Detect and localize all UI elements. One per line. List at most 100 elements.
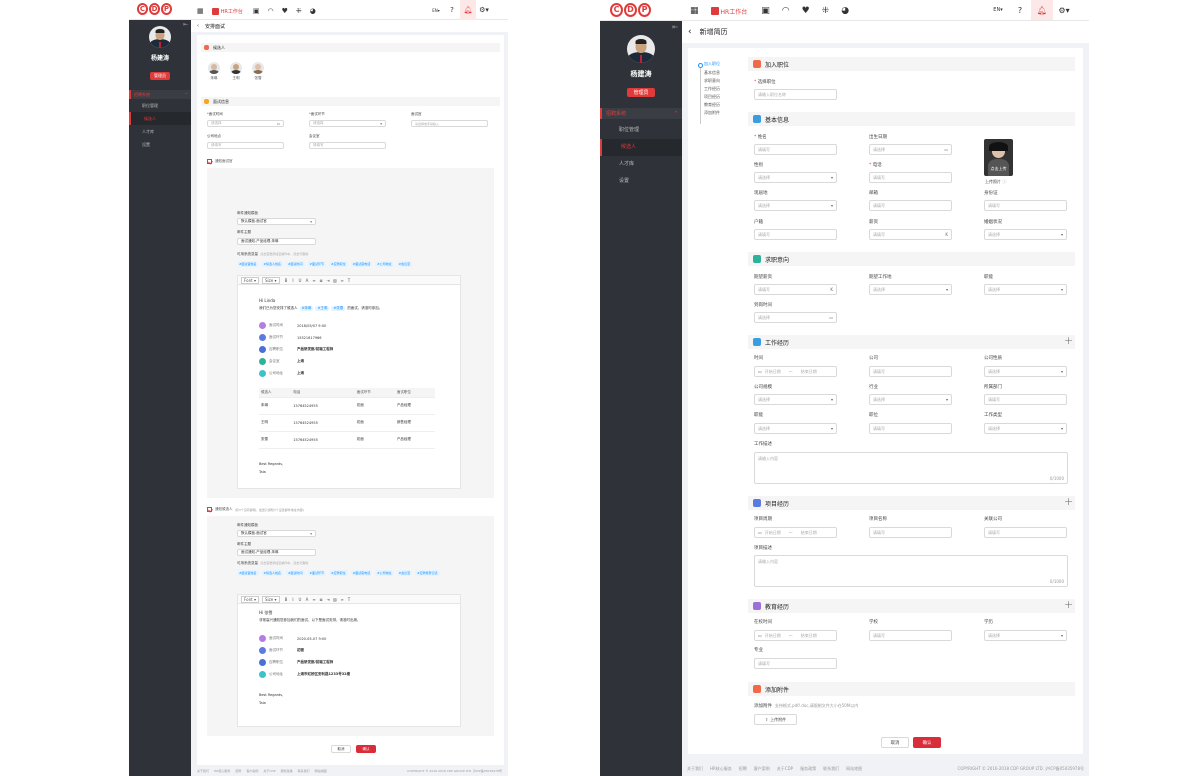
expected-city-select[interactable]: 请选择 ▾ <box>869 284 952 295</box>
align-icon[interactable]: ≣ <box>319 596 323 602</box>
hr-workbench-tab[interactable]: HR工作台 <box>710 7 747 16</box>
var-tag[interactable]: #面试官姓名 <box>237 261 259 267</box>
var-tag[interactable]: #面试环节 <box>307 570 327 576</box>
anchor-work-exp[interactable]: 工作经历 <box>704 86 720 91</box>
school-input[interactable]: 请填写 <box>869 630 952 641</box>
footer-link[interactable]: 招聘 <box>738 766 747 771</box>
company-location-input[interactable]: 请填写 <box>207 142 284 149</box>
size-select[interactable]: Size ▾ <box>262 595 280 603</box>
hukou-input[interactable]: 请填写 <box>754 229 837 240</box>
var-tag[interactable]: #应聘职位 <box>329 261 348 267</box>
industry-select[interactable]: 请选择 ▾ <box>869 394 952 405</box>
apps-icon[interactable]: ⁜ <box>821 6 830 16</box>
candidate-zhulin[interactable]: 朱琳 <box>207 62 221 81</box>
wifi-icon[interactable]: ◠ <box>267 7 274 15</box>
var-tag[interactable]: #公司地址 <box>375 261 394 267</box>
project-date-range[interactable]: ▭ 开始日期～结束日期 <box>754 527 837 538</box>
function-select[interactable]: 请选择 ▾ <box>984 284 1067 295</box>
anchor-join-position[interactable]: 加入职位 <box>704 61 720 66</box>
language-switch[interactable]: EN ▾ <box>993 7 1003 13</box>
rich-editor-1[interactable]: Font ▾ Size ▾ B I U A ≡ ≣ ⇥ ▨ ∞ T Hi Linda 我们已为您安… <box>237 275 461 489</box>
underline-icon[interactable]: U <box>298 277 302 283</box>
residence-select[interactable]: 请选择 ▾ <box>754 200 837 211</box>
confirm-button[interactable]: 确认 <box>356 745 376 753</box>
degree-select[interactable]: 请选择 ▾ <box>984 630 1067 641</box>
company-scale-select[interactable]: 请选择 ▾ <box>754 394 837 405</box>
sidebar-item-jobs[interactable]: 职位管理 <box>142 103 158 108</box>
bold-icon[interactable]: B <box>284 596 288 602</box>
var-tag[interactable]: #会议室 <box>396 261 413 267</box>
italic-icon[interactable]: I <box>292 277 294 283</box>
project-name-input[interactable]: 请填写 <box>869 527 952 538</box>
font-select[interactable]: Font ▾ <box>241 595 259 603</box>
meeting-room-input[interactable]: 请填写 <box>309 142 386 149</box>
name-input[interactable]: 请填写 <box>754 144 837 155</box>
anchor-education[interactable]: 教育经历 <box>704 102 720 107</box>
candidate-wangming[interactable]: 王明 <box>229 62 243 81</box>
interviewer-input[interactable]: 请选择或手动输入 <box>411 120 488 127</box>
work-company-input[interactable]: 请填写 <box>869 366 952 377</box>
mail-subject-input-1[interactable]: 面试通知-产品经理-朱琳 <box>237 238 316 245</box>
back-arrow-icon[interactable]: ‹ <box>688 27 692 37</box>
idcard-input[interactable]: 请填写 <box>984 200 1067 211</box>
footer-link[interactable]: 网站地图 <box>314 768 327 773</box>
mail-subject-input-2[interactable]: 面试通知-产品经理-朱琳 <box>237 549 316 556</box>
add-education-icon[interactable]: + <box>1064 598 1074 611</box>
align-icon[interactable]: ≣ <box>319 277 323 283</box>
var-tag[interactable]: #会议室 <box>396 570 413 576</box>
clear-format-icon[interactable]: T <box>347 596 351 602</box>
link-icon[interactable]: ∞ <box>340 277 344 283</box>
calendar-icon[interactable]: ▦ <box>197 7 204 15</box>
clear-format-icon[interactable]: T <box>347 277 351 283</box>
candidate-zhangxue[interactable]: 张雪 <box>251 62 265 81</box>
apps-icon[interactable]: ⁜ <box>295 7 302 15</box>
footer-link[interactable]: 网站地图 <box>846 766 863 771</box>
anchor-basic-info[interactable]: 基本信息 <box>704 70 720 75</box>
var-tag[interactable]: #候选人姓名 <box>261 570 284 576</box>
work-date-range[interactable]: ▭ 开始日期～结束日期 <box>754 366 837 377</box>
email-input[interactable]: 请填写 <box>869 200 952 211</box>
settings-icon[interactable]: ⚙▾ <box>1058 5 1070 15</box>
mail-template-select-2[interactable]: 默认模板-面试官 ▾ <box>237 530 316 537</box>
interview-time-picker[interactable]: 请选择 ▭ <box>207 120 284 127</box>
underline-icon[interactable]: U <box>298 596 302 602</box>
hr-workbench-tab[interactable]: HR工作台 <box>211 7 243 15</box>
mail-template-select-1[interactable]: 默认模板-面试官 ▾ <box>237 218 316 225</box>
pie-icon[interactable]: ◕ <box>309 7 316 15</box>
settings-icon[interactable]: ⚙▾ <box>479 6 489 14</box>
anchor-project-exp[interactable]: 项目经历 <box>704 94 720 99</box>
color-icon[interactable]: A <box>305 277 309 283</box>
heart-icon[interactable]: ♥ <box>281 7 288 15</box>
upload-attachment-button[interactable]: ⇪ 上传附件 <box>754 714 797 725</box>
image-icon[interactable]: ▨ <box>333 277 337 283</box>
edu-date-range[interactable]: ▭ 开始日期～结束日期 <box>754 630 837 641</box>
var-tag[interactable]: #面试环节 <box>307 261 327 267</box>
image-icon[interactable]: ▨ <box>333 596 337 602</box>
gender-select[interactable]: 请选择 ▾ <box>754 172 837 183</box>
language-switch[interactable]: EN ▾ <box>432 7 440 13</box>
project-description-textarea[interactable]: 请输入内容 0/1000 <box>754 555 1068 587</box>
italic-icon[interactable]: I <box>292 596 294 602</box>
notify-candidate-checkbox[interactable]: 通知候选人 (有3个没有邮箱，发送只通知3个设置邮件地址内容) <box>207 507 304 512</box>
footer-link[interactable]: 客户案例 <box>246 768 259 773</box>
department-input[interactable]: 请填写 <box>984 394 1067 405</box>
work-type-select[interactable]: 请选择 ▾ <box>984 423 1067 434</box>
menu-recruit-system[interactable]: 招聘系统 ^ <box>129 90 191 99</box>
var-tag[interactable]: #面试官姓名 <box>237 570 259 576</box>
anchor-attachment[interactable]: 添加附件 <box>704 110 720 115</box>
phone-input[interactable]: 请填写 <box>869 172 952 183</box>
indent-icon[interactable]: ⇥ <box>326 277 330 283</box>
link-icon[interactable]: ∞ <box>340 596 344 602</box>
anchor-job-intent[interactable]: 求职意向 <box>704 78 720 83</box>
footer-link[interactable]: 联系我们 <box>297 768 310 773</box>
sidebar-item-settings[interactable]: 设置 <box>619 178 630 184</box>
footer-link[interactable]: 关于CDP <box>776 766 794 771</box>
sidebar-item-talent-pool[interactable]: 人才库 <box>142 129 154 134</box>
photo-upload[interactable]: 点击上传 <box>984 139 1013 176</box>
notification-icon[interactable]: 🔔︎ <box>1031 0 1053 20</box>
heart-icon[interactable]: ♥ <box>801 6 810 16</box>
back-arrow-icon[interactable]: ‹ <box>197 23 199 29</box>
notify-interviewer-checkbox[interactable]: 通知面试官 <box>207 159 233 164</box>
rich-editor-2[interactable]: Font ▾ Size ▾ B I U A ≡ ≣ ⇥ ▨ ∞ T Hi 张雪 非常高兴通知您参加… <box>237 594 461 727</box>
